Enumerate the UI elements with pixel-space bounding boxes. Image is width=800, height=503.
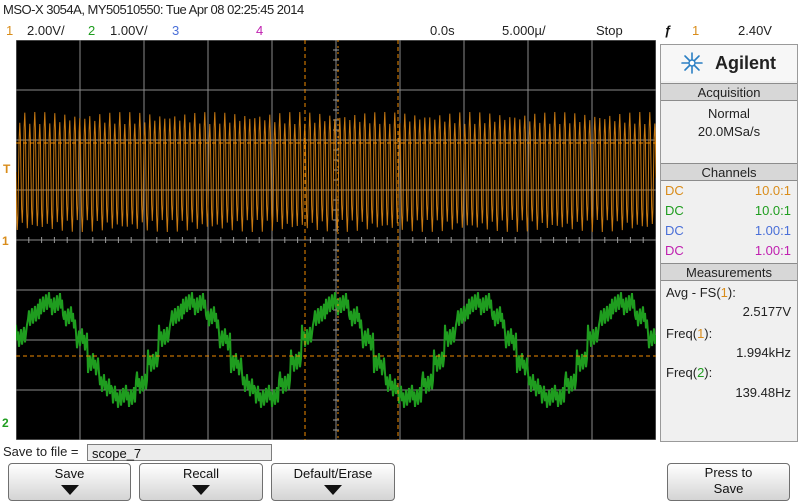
press-to-save-line1: Press to — [704, 465, 753, 480]
run-state[interactable]: Stop — [596, 23, 623, 38]
trigger-level-marker[interactable]: T — [3, 162, 11, 176]
meas-1-channel: 1 — [720, 285, 728, 300]
save-softkey-label: Save — [54, 466, 85, 481]
meas-2-value: 1.994kHz — [736, 345, 791, 360]
ch3-coupling: DC — [665, 223, 684, 238]
ch3-probe-ratio: 1.00:1 — [754, 223, 791, 238]
ch1-scale[interactable]: 2.00V/ — [27, 23, 65, 38]
meas-2-label: Freq(1): — [666, 326, 712, 341]
ch1-coupling: DC — [665, 183, 684, 198]
trigger-edge-icon: ƒ — [664, 23, 672, 38]
channel-3-row[interactable]: DC 1.00:1 — [665, 222, 795, 240]
meas-3-label: Freq(2): — [666, 365, 712, 380]
meas-2-channel: 1 — [697, 326, 705, 341]
meas-3-channel: 2 — [697, 365, 705, 380]
ch2-probe-ratio: 10.0:1 — [754, 203, 791, 218]
graticule — [16, 40, 656, 440]
default-erase-softkey[interactable]: Default/Erase — [271, 463, 395, 501]
ch1-probe-ratio: 10.0:1 — [754, 183, 791, 198]
acquisition-header[interactable]: Acquisition — [661, 83, 797, 101]
ch1-trace-line — [16, 111, 656, 233]
meas-3-name: Freq( — [666, 365, 698, 380]
meas-2-suffix: ): — [704, 326, 713, 341]
ch1-waveform — [16, 111, 656, 233]
acquisition-mode: Normal — [708, 106, 750, 121]
ch2-ground-marker[interactable]: 2 — [2, 416, 9, 430]
ch2-trace-line — [16, 292, 656, 408]
ch2-waveform — [16, 292, 656, 408]
save-softkey[interactable]: Save — [8, 463, 131, 501]
down-arrow-icon — [324, 485, 342, 495]
save-filename-field[interactable]: scope_7 — [87, 444, 272, 461]
ch1-ground-marker[interactable]: 1 — [2, 234, 9, 248]
measurements-header[interactable]: Measurements — [661, 263, 797, 281]
brand-name: Agilent — [715, 53, 776, 73]
waveform-display[interactable] — [16, 40, 656, 440]
side-panel: Agilent Acquisition Normal 20.0MSa/s Cha… — [660, 44, 798, 442]
meas-1-name: Avg - FS( — [666, 285, 721, 300]
ch1-number[interactable]: 1 — [6, 23, 14, 38]
default-erase-softkey-label: Default/Erase — [293, 466, 373, 481]
sample-rate: 20.0MSa/s — [697, 124, 761, 139]
channel-1-row[interactable]: DC 10.0:1 — [665, 182, 795, 200]
recall-softkey-label: Recall — [182, 466, 220, 481]
meas-3-suffix: ): — [704, 365, 713, 380]
save-file-label: Save to file = — [3, 444, 79, 459]
meas-1-suffix: ): — [727, 285, 736, 300]
trigger-source[interactable]: 1 — [692, 23, 700, 38]
time-scale[interactable]: 5.000µ/ — [502, 23, 546, 38]
press-to-save-softkey[interactable]: Press to Save — [667, 463, 790, 501]
ch2-scale[interactable]: 1.00V/ — [110, 23, 148, 38]
window-title: MSO-X 3054A, MY50510550: Tue Apr 08 02:2… — [3, 2, 304, 17]
ch4-number[interactable]: 4 — [256, 23, 264, 38]
meas-1-value: 2.5177V — [742, 304, 791, 319]
ch2-coupling: DC — [665, 203, 684, 218]
trigger-level[interactable]: 2.40V — [738, 23, 772, 38]
ch4-coupling: DC — [665, 243, 684, 258]
channel-4-row[interactable]: DC 1.00:1 — [665, 242, 795, 260]
down-arrow-icon — [192, 485, 210, 495]
agilent-logo-icon — [681, 52, 703, 74]
meas-1-label: Avg - FS(1): — [666, 285, 736, 300]
ch3-number[interactable]: 3 — [172, 23, 180, 38]
cursor-lines — [16, 40, 656, 440]
meas-2-name: Freq( — [666, 326, 698, 341]
ch4-probe-ratio: 1.00:1 — [754, 243, 791, 258]
recall-softkey[interactable]: Recall — [139, 463, 263, 501]
time-delay[interactable]: 0.0s — [430, 23, 455, 38]
down-arrow-icon — [60, 485, 79, 495]
channels-header[interactable]: Channels — [661, 163, 797, 181]
ch2-number[interactable]: 2 — [88, 23, 96, 38]
press-to-save-line2: Save — [713, 481, 744, 496]
channel-2-row[interactable]: DC 10.0:1 — [665, 202, 795, 220]
meas-3-value: 139.48Hz — [735, 385, 791, 400]
